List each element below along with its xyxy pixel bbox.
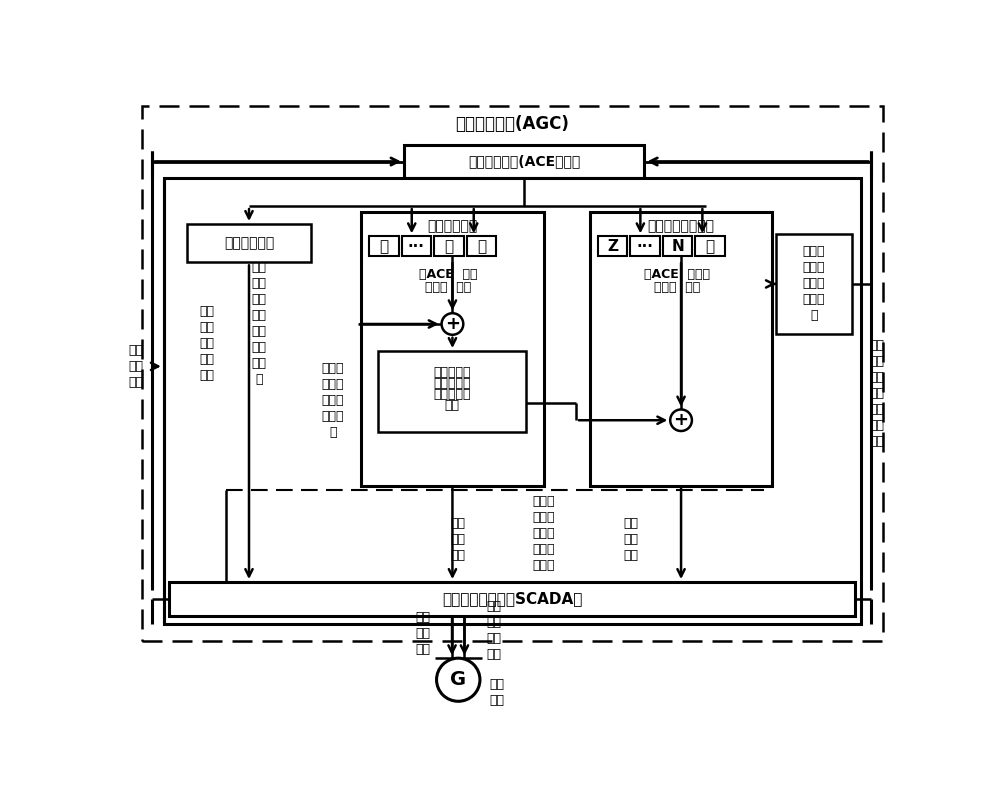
Bar	[776, 234, 852, 334]
Text: ···: ···	[637, 239, 653, 253]
Bar	[169, 582, 855, 616]
Text: Z: Z	[607, 239, 618, 253]
Text: 计划带
宽模式
机组的
实际出
力: 计划带 宽模式 机组的 实际出 力	[321, 362, 344, 440]
Circle shape	[437, 659, 480, 701]
Text: 例进行  分配: 例进行 分配	[425, 281, 472, 294]
Bar	[361, 212, 544, 486]
Text: 机组
实际
出力: 机组 实际 出力	[416, 611, 431, 656]
Text: 机组
目标
出力: 机组 目标 出力	[451, 517, 466, 562]
Text: －: －	[706, 239, 715, 253]
Text: 标出力进行: 标出力进行	[433, 388, 471, 401]
Text: +: +	[445, 315, 460, 333]
Bar	[467, 236, 496, 257]
Text: 将ACE  按优先: 将ACE 按优先	[644, 268, 710, 281]
Text: 计划偏
差优先
模式机
组的实
际出力: 计划偏 差优先 模式机 组的实 际出力	[532, 495, 555, 572]
Text: 计划
模式
机组
的目
标出
力为
计划
值: 计划 模式 机组 的目 标出 力为 计划 值	[252, 261, 267, 387]
Bar	[663, 236, 692, 257]
Text: －: －	[379, 239, 388, 253]
Text: 限制: 限制	[445, 399, 460, 412]
Bar	[590, 212, 772, 486]
Text: 自动发电控制(AGC): 自动发电控制(AGC)	[456, 115, 569, 133]
Text: 机组
目标
出力
指令: 机组 目标 出力 指令	[486, 600, 501, 661]
Text: 计划偏差优先模式: 计划偏差优先模式	[648, 220, 715, 233]
Circle shape	[442, 313, 463, 335]
Text: +: +	[674, 412, 689, 429]
Text: 级进行  分配: 级进行 分配	[654, 281, 700, 294]
Bar	[402, 236, 431, 257]
Text: 控制
区频
率值: 控制 区频 率值	[128, 344, 143, 389]
Text: ···: ···	[408, 239, 425, 253]
Text: 区域控制偏差(ACE）计算: 区域控制偏差(ACE）计算	[468, 154, 580, 169]
Bar	[378, 351, 526, 432]
Text: 将ACE  按比: 将ACE 按比	[419, 268, 478, 281]
Text: －: －	[444, 239, 454, 253]
Text: 计划跟踪模式: 计划跟踪模式	[224, 236, 274, 250]
Bar	[598, 236, 627, 257]
Text: 按照机组调: 按照机组调	[433, 366, 471, 379]
Bar	[695, 236, 725, 257]
Text: 节范围对目: 节范围对目	[433, 377, 471, 390]
Bar	[142, 106, 883, 642]
Bar	[434, 236, 464, 257]
Bar	[187, 224, 311, 262]
Text: 计划带宽模式: 计划带宽模式	[427, 220, 478, 233]
Text: G: G	[450, 671, 466, 689]
Bar	[630, 236, 660, 257]
Bar	[404, 144, 644, 178]
Circle shape	[670, 409, 692, 431]
Bar	[164, 178, 861, 625]
Text: 计划偏
差优先
模式机
组控制
组: 计划偏 差优先 模式机 组控制 组	[803, 245, 825, 323]
Text: 机组
目标
出力: 机组 目标 出力	[624, 517, 639, 562]
Bar	[369, 236, 399, 257]
Text: N: N	[671, 239, 684, 253]
Text: 数据采集与监控（SCADA）: 数据采集与监控（SCADA）	[442, 592, 582, 606]
Text: 控制
区实
际交
换与
计划
交换
偏差: 控制 区实 际交 换与 计划 交换 偏差	[869, 339, 884, 448]
Text: 发电
机组: 发电 机组	[489, 678, 504, 707]
Text: －: －	[477, 239, 486, 253]
Text: 所有
发电
机组
的计
划值: 所有 发电 机组 的计 划值	[199, 305, 214, 382]
